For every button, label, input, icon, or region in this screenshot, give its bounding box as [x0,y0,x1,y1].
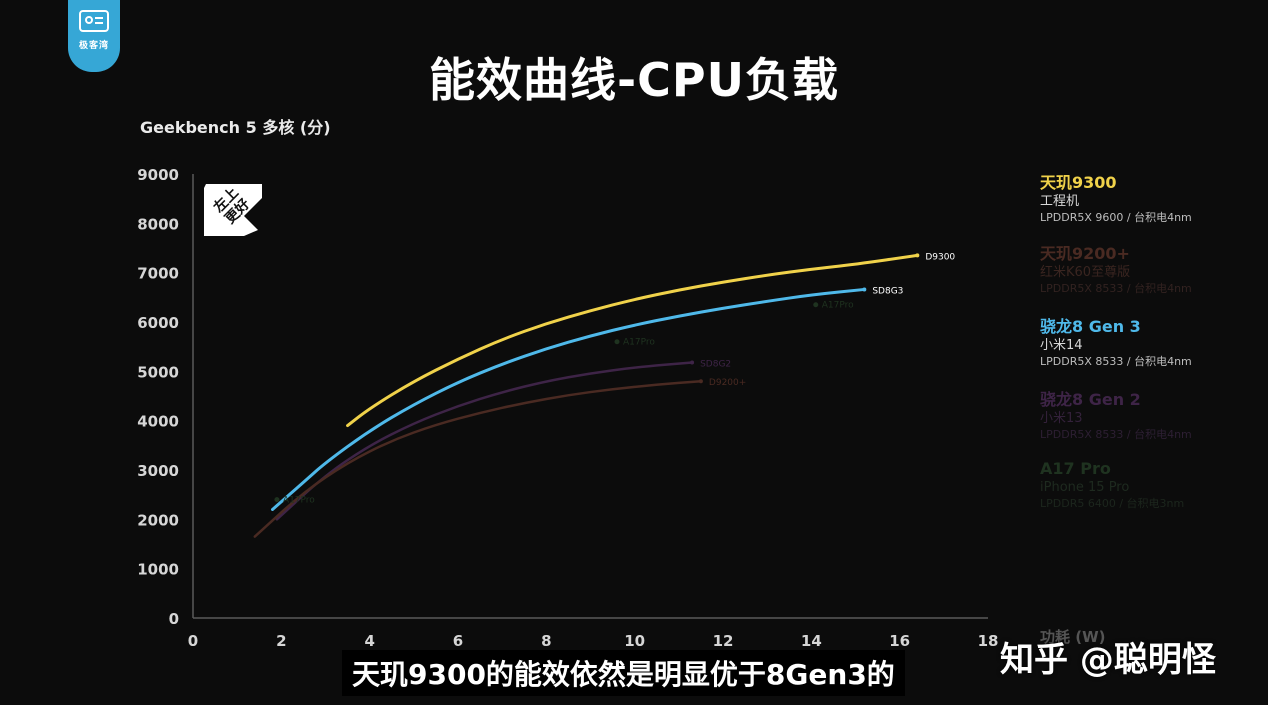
series-line-sd8g2 [275,361,694,521]
y-tick-label: 3000 [137,462,179,480]
y-tick-label: 7000 [137,265,179,283]
series-endpoint [915,253,920,258]
series-line-d9300 [346,253,919,428]
x-tick-label: 16 [889,632,910,650]
series-line-d9200- [253,379,703,538]
x-tick-label: 8 [541,632,551,650]
up-left-arrow-icon [204,184,262,236]
series-line-sd8g3 [271,287,866,511]
data-point-a17pro-mid [614,339,620,345]
y-tick-label: 6000 [137,314,179,332]
y-tick-label: 0 [169,610,179,628]
series-end-label: D9300 [925,252,955,262]
subtitle-bar: 天玑9300的能效依然是明显优于8Gen3的 [342,650,905,696]
x-tick-label: 0 [188,632,198,650]
legend-item-name: 骁龙8 Gen 2 [1040,390,1141,409]
x-tick-label: 12 [713,632,734,650]
legend-item-device: 红米K60至尊版 [1040,265,1131,280]
legend-item-spec: LPDDR5X 8533 / 台积电4nm [1040,282,1192,295]
legend-item-device: 小米14 [1040,338,1083,353]
legend-item: A17 Pro iPhone 15 Pro LPDDR5 6400 / 台积电3nm [1040,459,1184,511]
x-tick-label: 10 [624,632,645,650]
legend-item-spec: LPDDR5X 8533 / 台积电4nm [1040,355,1192,368]
legend-item: 骁龙8 Gen 3 小米14 LPDDR5X 8533 / 台积电4nm [1040,317,1192,369]
y-tick-label: 2000 [137,511,179,529]
series-endpoint [862,287,867,292]
x-tick-label: 2 [276,632,286,650]
x-tick-label: 4 [364,632,374,650]
legend-item-spec: LPDDR5 6400 / 台积电3nm [1040,497,1185,510]
series-end-label: SD8G2 [700,359,731,369]
page-title: 能效曲线-CPU负载 [429,53,839,107]
series-end-label: SD8G3 [872,286,903,296]
data-point-label: A17Pro [623,338,655,348]
subtitle-text: 天玑9300的能效依然是明显优于8Gen3的 [352,658,895,691]
legend-item: 天玑9300 工程机 LPDDR5X 9600 / 台积电4nm [1040,173,1192,225]
y-tick-label: 1000 [137,561,179,579]
y-axis-label: Geekbench 5 多核 (分) [140,118,331,137]
data-point-a17pro-low [274,497,280,503]
data-point-label: A17Pro [822,301,854,311]
watermark: 知乎 @聪明怪 [1000,640,1216,680]
legend-item-device: 工程机 [1040,194,1080,209]
x-tick-label: 14 [801,632,822,650]
legend-item-device: iPhone 15 Pro [1040,480,1130,495]
legend-item-spec: LPDDR5X 8533 / 台积电4nm [1040,428,1192,441]
legend-item-name: 天玑9300 [1040,173,1117,192]
x-tick-label: 18 [978,632,999,650]
series-endpoint [690,360,695,365]
y-tick-label: 9000 [137,166,179,184]
legend-item-spec: LPDDR5X 9600 / 台积电4nm [1040,211,1192,224]
channel-logo-text: 极客湾 [78,41,109,51]
series-endpoint [698,379,703,384]
legend-item-name: 骁龙8 Gen 3 [1040,317,1141,336]
x-tick-label: 6 [453,632,463,650]
legend-item: 骁龙8 Gen 2 小米13 LPDDR5X 8533 / 台积电4nm [1040,390,1192,442]
series-end-label: D9200+ [709,378,746,388]
channel-logo: 极客湾 [68,0,120,72]
legend-item: 天玑9200+ 红米K60至尊版 LPDDR5X 8533 / 台积电4nm [1040,244,1192,296]
y-tick-label: 5000 [137,363,179,381]
channel-logo-icon [79,10,109,32]
x-axis-unit: 功耗 (W) [1040,628,1106,646]
legend-item-name: A17 Pro [1040,459,1111,478]
legend-item-name: 天玑9200+ [1040,244,1130,263]
legend-item-device: 小米13 [1040,411,1083,426]
data-point-label: A17Pro [283,496,315,506]
data-point-a17pro-high [813,302,819,308]
y-tick-label: 8000 [137,215,179,233]
y-tick-label: 4000 [137,413,179,431]
